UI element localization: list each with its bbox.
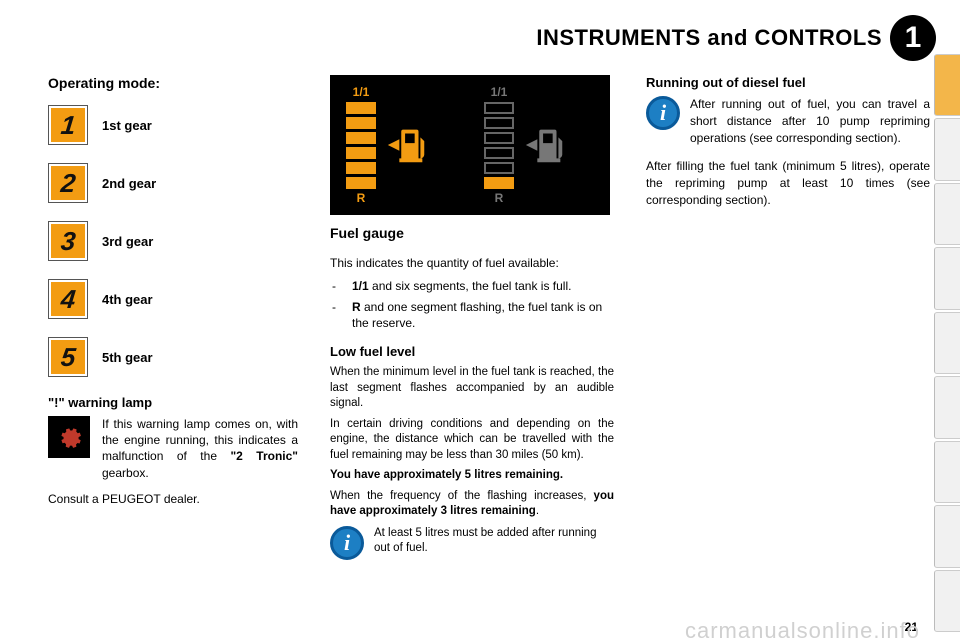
low-fuel-p3a: When the frequency of the flashing incre… <box>330 490 594 502</box>
gauge-full-segments <box>346 100 376 191</box>
bullet-dash: - <box>332 299 342 333</box>
side-tab[interactable] <box>934 183 960 245</box>
fuel-bullet: -1/1 and six segments, the fuel tank is … <box>330 278 614 295</box>
content-columns: Operating mode: 1 1st gear 2 2nd gear 3 3rd g… <box>48 75 930 562</box>
column-middle: 1/1 R <box>330 75 614 562</box>
low-fuel-info-row: i At least 5 litres must be added after … <box>330 526 614 562</box>
fuel-pump-icon <box>522 122 568 168</box>
side-tab[interactable] <box>934 118 960 180</box>
warning-lamp-row: If this warning lamp comes on, with the … <box>48 416 298 481</box>
low-fuel-info-text: At least 5 litres must be added after ru… <box>374 526 614 557</box>
gear-label: 3rd gear <box>102 234 153 249</box>
gear-icon: 5 <box>48 337 88 377</box>
side-tab[interactable] <box>934 312 960 374</box>
low-fuel-p1: When the minimum level in the fuel tank … <box>330 365 614 412</box>
bullet-rest: and six segments, the fuel tank is full. <box>369 279 572 293</box>
fuel-gauge-figure: 1/1 R <box>330 75 610 215</box>
diesel-info-text: After running out of fuel, you can trave… <box>690 96 930 146</box>
side-tab[interactable] <box>934 376 960 438</box>
side-tab[interactable] <box>934 570 960 632</box>
low-fuel-p3: When the frequency of the flashing incre… <box>330 489 614 520</box>
low-fuel-bold1: You have approximately 5 litres remainin… <box>330 468 614 484</box>
gear-icon-inner: 1 <box>51 108 85 142</box>
bullet-bold: 1/1 <box>352 279 369 293</box>
column-left: Operating mode: 1 1st gear 2 2nd gear 3 3rd g… <box>48 75 298 562</box>
page-header: INSTRUMENTS and CONTROLS 1 <box>48 15 930 61</box>
consult-dealer-text: Consult a PEUGEOT dealer. <box>48 491 298 508</box>
side-tab[interactable] <box>934 441 960 503</box>
gear-icon: 3 <box>48 221 88 261</box>
chapter-badge: 1 <box>890 15 936 61</box>
bullet-dash: - <box>332 278 342 295</box>
gear-icon-inner: 4 <box>51 282 85 316</box>
gauge-reserve-segments <box>484 100 514 191</box>
gear-row: 2 2nd gear <box>48 163 298 203</box>
info-glyph: i <box>660 100 666 126</box>
gear-label: 5th gear <box>102 350 153 365</box>
info-icon: i <box>330 526 364 560</box>
gear-digit: 4 <box>59 284 77 315</box>
gauge-full-top-label: 1/1 <box>353 85 370 99</box>
gear-digit: 5 <box>59 342 77 373</box>
bullet-rest: and one segment flashing, the fuel tank … <box>352 300 602 331</box>
gear-row: 1 1st gear <box>48 105 298 145</box>
gear-icon-inner: 2 <box>51 166 85 200</box>
gauge-full-bottom-label: R <box>357 191 366 205</box>
gear-label: 4th gear <box>102 292 153 307</box>
fuel-bullet: -R and one segment flashing, the fuel ta… <box>330 299 614 333</box>
low-fuel-p2: In certain driving conditions and depend… <box>330 417 614 464</box>
operating-mode-title: Operating mode: <box>48 75 298 91</box>
gear-warning-icon <box>56 424 82 450</box>
warn-text-b: gearbox. <box>102 466 149 480</box>
diesel-title: Running out of diesel fuel <box>646 75 930 90</box>
gear-digit: 3 <box>59 226 77 257</box>
warning-lamp-text: If this warning lamp comes on, with the … <box>102 416 298 481</box>
diesel-para: After filling the fuel tank (minimum 5 l… <box>646 158 930 208</box>
bullet-content: 1/1 and six segments, the fuel tank is f… <box>352 278 614 295</box>
low-fuel-title: Low fuel level <box>330 344 614 359</box>
gear-digit: 1 <box>59 110 77 141</box>
fuel-gauge-bullets: -1/1 and six segments, the fuel tank is … <box>330 278 614 332</box>
gear-row: 4 4th gear <box>48 279 298 319</box>
fuel-gauge-intro: This indicates the quantity of fuel avai… <box>330 255 614 272</box>
gear-icon-inner: 5 <box>51 340 85 374</box>
fuel-panel-reserve: 1/1 R <box>472 79 606 211</box>
side-tabs <box>934 54 960 632</box>
gear-row: 3 3rd gear <box>48 221 298 261</box>
info-icon: i <box>646 96 680 130</box>
warn-text-bold: "2 Tronic" <box>230 449 298 463</box>
watermark: carmanualsonline.info <box>685 618 920 644</box>
fuel-pump-icon <box>384 122 430 168</box>
diesel-info-row: i After running out of fuel, you can tra… <box>646 96 930 152</box>
warning-lamp-icon <box>48 416 90 458</box>
fuel-gauge-title: Fuel gauge <box>330 225 614 241</box>
bullet-content: R and one segment flashing, the fuel tan… <box>352 299 614 333</box>
column-right: Running out of diesel fuel i After runni… <box>646 75 930 562</box>
info-glyph: i <box>344 530 350 556</box>
side-tab[interactable] <box>934 247 960 309</box>
gear-label: 2nd gear <box>102 176 156 191</box>
gear-row: 5 5th gear <box>48 337 298 377</box>
low-fuel-p3b: . <box>536 505 539 517</box>
page: INSTRUMENTS and CONTROLS 1 Operating mod… <box>0 0 960 640</box>
gauge-reserve-bottom-label: R <box>495 191 504 205</box>
fuel-panel-full: 1/1 R <box>334 79 468 211</box>
gear-digit: 2 <box>59 168 77 199</box>
gauge-reserve-top-label: 1/1 <box>491 85 508 99</box>
gear-icon: 4 <box>48 279 88 319</box>
side-tab[interactable] <box>934 54 960 116</box>
side-tab[interactable] <box>934 505 960 567</box>
header-title: INSTRUMENTS and CONTROLS <box>536 25 882 51</box>
gear-icon: 1 <box>48 105 88 145</box>
gear-label: 1st gear <box>102 118 152 133</box>
gear-icon: 2 <box>48 163 88 203</box>
gear-icon-inner: 3 <box>51 224 85 258</box>
warning-lamp-heading: "!" warning lamp <box>48 395 298 410</box>
bullet-bold: R <box>352 300 361 314</box>
gear-list: 1 1st gear 2 2nd gear 3 3rd gear 4 4th gear 5 5th… <box>48 105 298 377</box>
